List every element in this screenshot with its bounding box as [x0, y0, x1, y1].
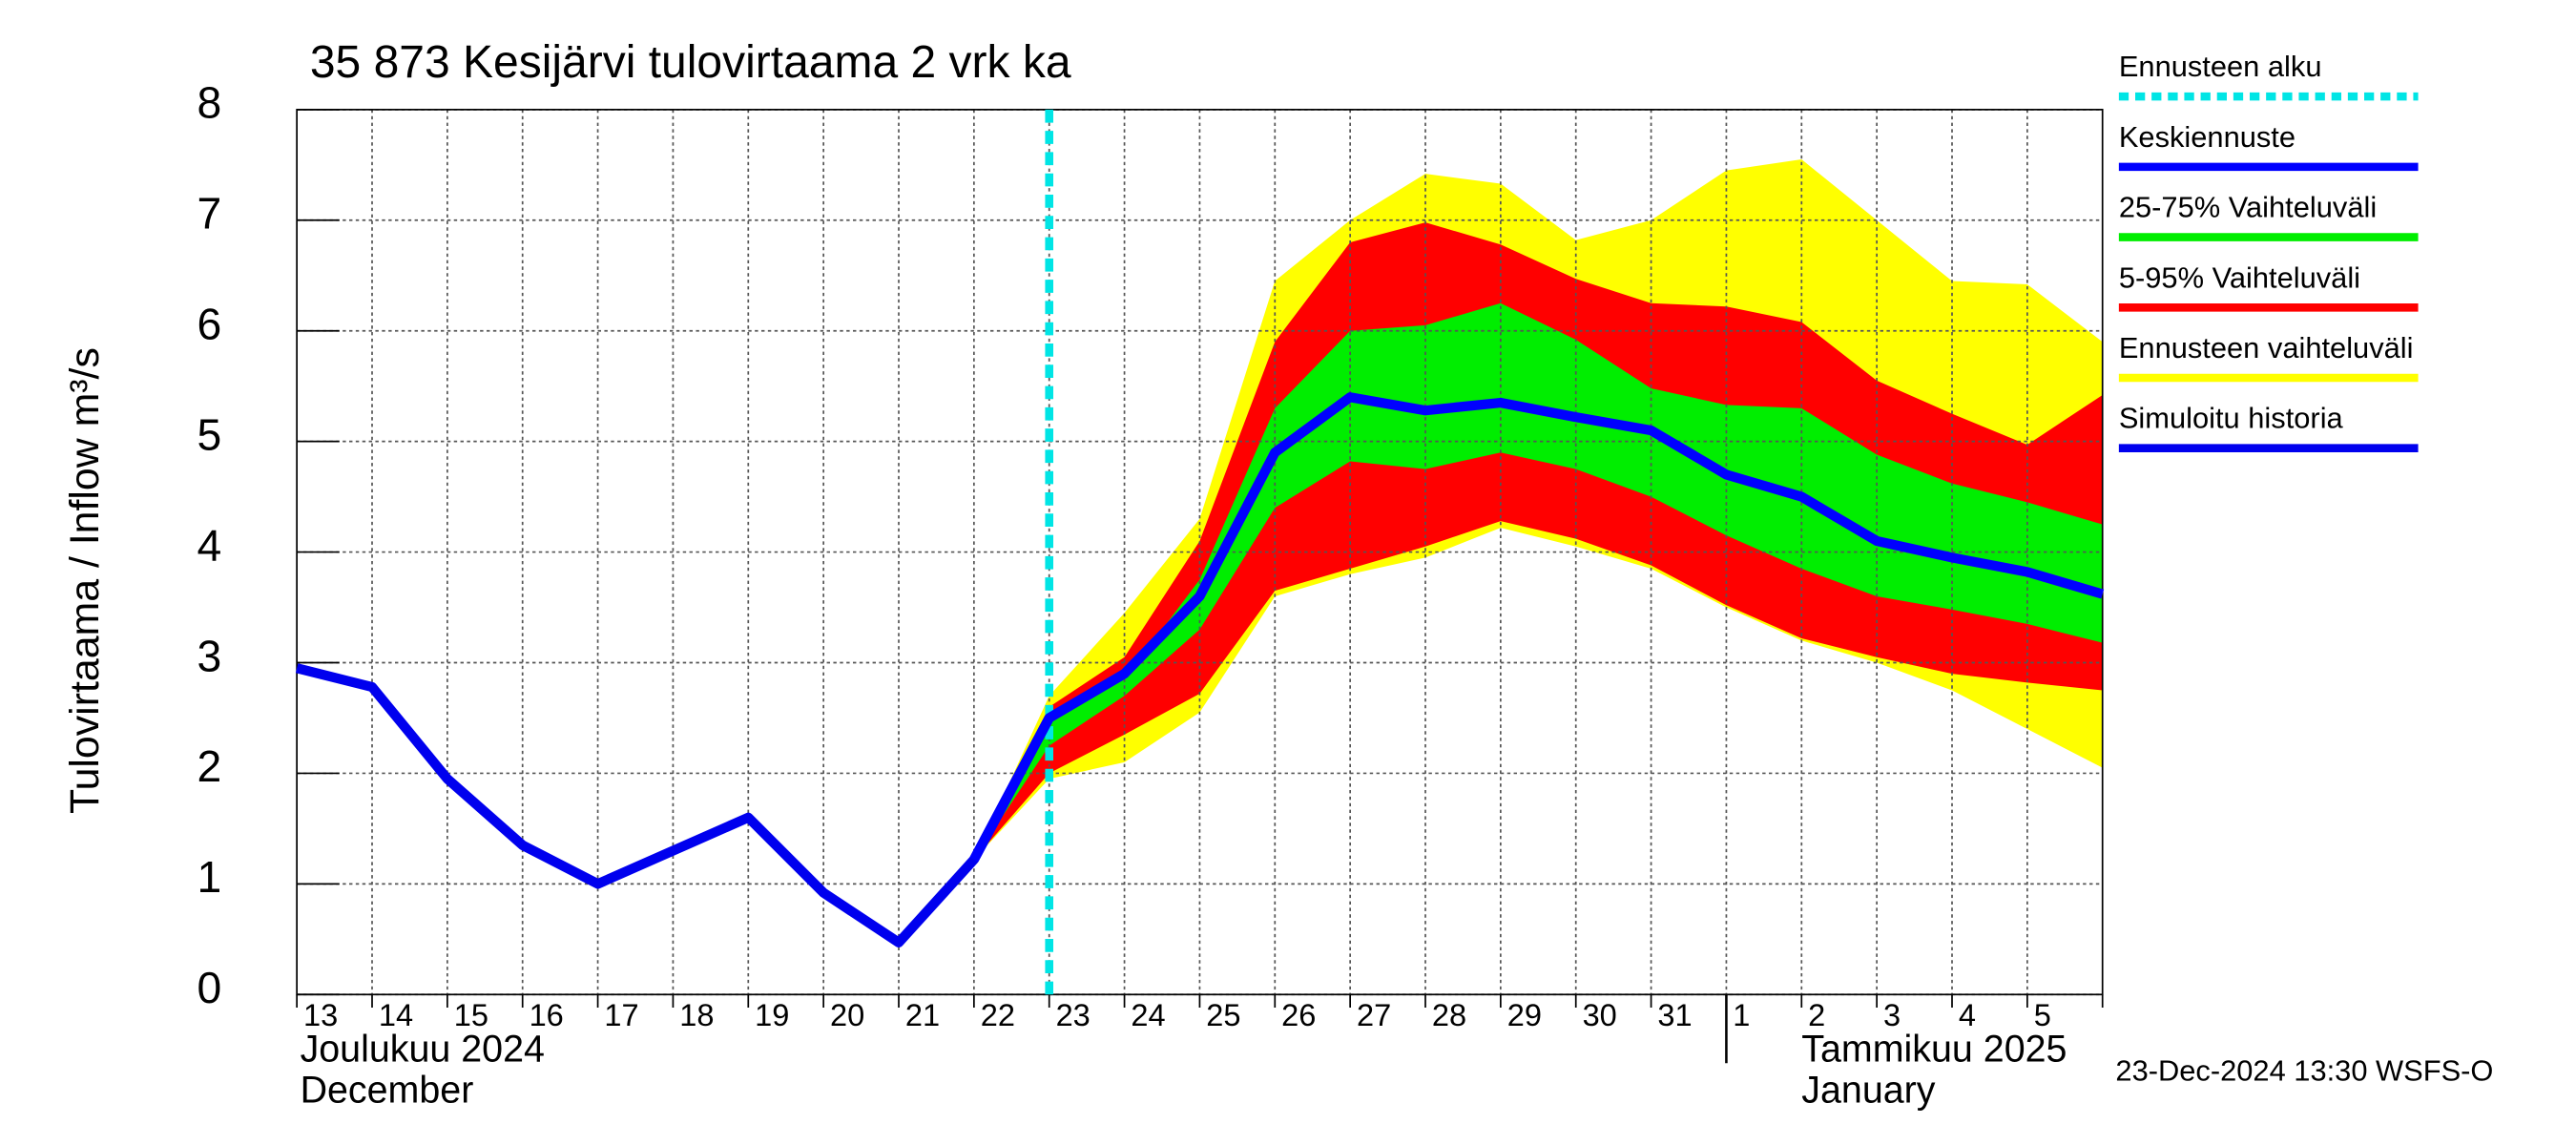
- y-tick-label: 4: [197, 520, 222, 570]
- y-tick-label: 3: [197, 631, 222, 680]
- x-tick-label: 2: [1808, 998, 1825, 1032]
- band-area: [973, 222, 2103, 860]
- x-tick-label: 20: [830, 998, 864, 1032]
- legend-label: Keskiennuste: [2119, 120, 2296, 154]
- x-tick-label: 23: [1056, 998, 1091, 1032]
- y-tick-label: 6: [197, 300, 222, 349]
- month-label: January: [1801, 1070, 1935, 1112]
- y-tick-label: 0: [197, 963, 222, 1012]
- month-label: Tammikuu 2025: [1801, 1029, 2067, 1071]
- x-tick-label: 17: [604, 998, 638, 1032]
- x-tick-label: 18: [679, 998, 714, 1032]
- month-label: December: [301, 1070, 474, 1112]
- x-tick-label: 1: [1733, 998, 1750, 1032]
- legend-label: Ennusteen vaihteluväli: [2119, 331, 2414, 364]
- x-tick-label: 26: [1281, 998, 1316, 1032]
- timestamp: 23-Dec-2024 13:30 WSFS-O: [2115, 1054, 2493, 1088]
- plot-frame: [296, 109, 2104, 996]
- x-tick-label: 28: [1432, 998, 1466, 1032]
- x-tick-label: 3: [1883, 998, 1901, 1032]
- band-area: [973, 302, 2103, 860]
- x-tick-label: 21: [905, 998, 940, 1032]
- series-line: [969, 392, 2105, 863]
- y-tick-label: 2: [197, 741, 222, 791]
- legend-label: Simuloitu historia: [2119, 402, 2344, 435]
- x-tick-label: 30: [1583, 998, 1617, 1032]
- x-tick-label: 15: [454, 998, 488, 1032]
- x-tick-label: 29: [1507, 998, 1542, 1032]
- x-tick-label: 31: [1657, 998, 1692, 1032]
- y-tick-label: 1: [197, 852, 222, 902]
- x-tick-label: 19: [755, 998, 789, 1032]
- month-label: Joulukuu 2024: [301, 1029, 545, 1071]
- y-axis-label: Tulovirtaama / Inflow m³/s: [62, 347, 108, 814]
- y-tick-label: 5: [197, 409, 222, 459]
- y-tick-label: 8: [197, 78, 222, 128]
- y-tick-label: 7: [197, 189, 222, 239]
- x-tick-label: 27: [1357, 998, 1391, 1032]
- chart-title: 35 873 Kesijärvi tulovirtaama 2 vrk ka: [310, 37, 1071, 88]
- x-tick-label: 22: [981, 998, 1015, 1032]
- x-tick-label: 14: [379, 998, 413, 1032]
- series-line: [295, 663, 1054, 947]
- legend-label: Ennusteen alku: [2119, 50, 2322, 83]
- x-tick-label: 13: [303, 998, 338, 1032]
- x-tick-label: 4: [1959, 998, 1976, 1032]
- x-tick-label: 16: [530, 998, 564, 1032]
- x-tick-label: 24: [1131, 998, 1165, 1032]
- legend-label: 5-95% Vaihteluväli: [2119, 260, 2360, 294]
- legend-label: 25-75% Vaihteluväli: [2119, 191, 2377, 224]
- x-tick-label: 25: [1206, 998, 1240, 1032]
- x-tick-label: 5: [2034, 998, 2051, 1032]
